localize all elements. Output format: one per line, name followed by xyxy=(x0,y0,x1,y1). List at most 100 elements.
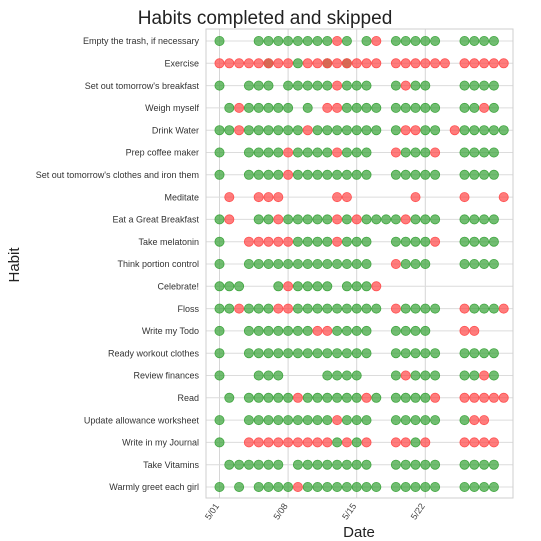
completed-point xyxy=(253,303,264,314)
completed-point xyxy=(361,147,372,158)
skipped-point xyxy=(459,58,470,69)
completed-point xyxy=(341,147,352,158)
skipped-point xyxy=(273,236,284,247)
habit-label: Celebrate! xyxy=(157,282,199,292)
completed-point xyxy=(459,258,470,269)
skipped-point xyxy=(332,236,343,247)
completed-point xyxy=(253,169,264,180)
completed-point xyxy=(234,281,245,292)
completed-point xyxy=(488,214,499,225)
completed-point xyxy=(243,415,254,426)
completed-point xyxy=(243,80,254,91)
skipped-point xyxy=(224,214,235,225)
skipped-point xyxy=(243,236,254,247)
completed-point xyxy=(361,481,372,492)
completed-point xyxy=(292,36,303,47)
completed-point xyxy=(292,80,303,91)
skipped-point xyxy=(371,36,382,47)
completed-point xyxy=(322,236,333,247)
completed-point xyxy=(361,169,372,180)
completed-point xyxy=(312,125,323,136)
skipped-point xyxy=(410,125,421,136)
skipped-point xyxy=(459,303,470,314)
completed-point xyxy=(351,437,362,448)
habit-label: Eat a Great Breakfast xyxy=(112,215,199,225)
skipped-point xyxy=(361,437,372,448)
chart-title: Habits completed and skipped xyxy=(138,8,393,29)
completed-point xyxy=(351,80,362,91)
completed-point xyxy=(410,303,421,314)
skipped-point xyxy=(371,58,382,69)
completed-point xyxy=(312,214,323,225)
completed-point xyxy=(390,236,401,247)
completed-point xyxy=(292,125,303,136)
completed-point xyxy=(302,348,313,359)
skipped-point xyxy=(234,58,245,69)
completed-point xyxy=(312,415,323,426)
completed-point xyxy=(302,392,313,403)
completed-point xyxy=(332,325,343,336)
completed-point xyxy=(292,325,303,336)
habit-label: Exercise xyxy=(164,59,199,69)
skipped-point xyxy=(253,236,264,247)
completed-point xyxy=(302,325,313,336)
completed-point xyxy=(341,481,352,492)
completed-point xyxy=(332,303,343,314)
completed-point xyxy=(273,36,284,47)
completed-point xyxy=(341,415,352,426)
skipped-point xyxy=(341,58,352,69)
completed-point xyxy=(253,102,264,113)
completed-point xyxy=(410,147,421,158)
completed-point xyxy=(273,370,284,381)
skipped-point xyxy=(498,392,509,403)
skipped-point xyxy=(283,58,294,69)
completed-point xyxy=(410,415,421,426)
completed-point xyxy=(273,147,284,158)
skipped-point xyxy=(243,437,254,448)
completed-point xyxy=(400,36,411,47)
completed-point xyxy=(243,348,254,359)
completed-point xyxy=(371,392,382,403)
completed-point xyxy=(302,415,313,426)
completed-point xyxy=(332,481,343,492)
completed-point xyxy=(341,214,352,225)
completed-point xyxy=(243,125,254,136)
habit-label: Read xyxy=(177,393,199,403)
completed-point xyxy=(430,303,441,314)
completed-point xyxy=(253,459,264,470)
completed-point xyxy=(263,102,274,113)
completed-point xyxy=(410,169,421,180)
skipped-point xyxy=(430,392,441,403)
completed-point xyxy=(302,236,313,247)
completed-point xyxy=(420,258,431,269)
skipped-point xyxy=(292,392,303,403)
completed-point xyxy=(302,102,313,113)
completed-point xyxy=(420,459,431,470)
completed-point xyxy=(312,481,323,492)
completed-point xyxy=(341,303,352,314)
skipped-point xyxy=(332,80,343,91)
x-tick-label: 5/15 xyxy=(340,501,358,521)
completed-point xyxy=(253,481,264,492)
completed-point xyxy=(469,36,480,47)
skipped-point xyxy=(430,147,441,158)
skipped-point xyxy=(332,58,343,69)
completed-point xyxy=(390,370,401,381)
completed-point xyxy=(312,169,323,180)
completed-point xyxy=(410,348,421,359)
completed-point xyxy=(361,281,372,292)
completed-point xyxy=(469,147,480,158)
skipped-point xyxy=(410,192,421,203)
skipped-point xyxy=(253,58,264,69)
completed-point xyxy=(351,125,362,136)
completed-point xyxy=(263,415,274,426)
completed-point xyxy=(351,281,362,292)
completed-point xyxy=(341,370,352,381)
completed-point xyxy=(361,415,372,426)
completed-point xyxy=(400,325,411,336)
completed-point xyxy=(420,147,431,158)
skipped-point xyxy=(488,392,499,403)
completed-point xyxy=(390,214,401,225)
completed-point xyxy=(341,102,352,113)
completed-point xyxy=(420,214,431,225)
